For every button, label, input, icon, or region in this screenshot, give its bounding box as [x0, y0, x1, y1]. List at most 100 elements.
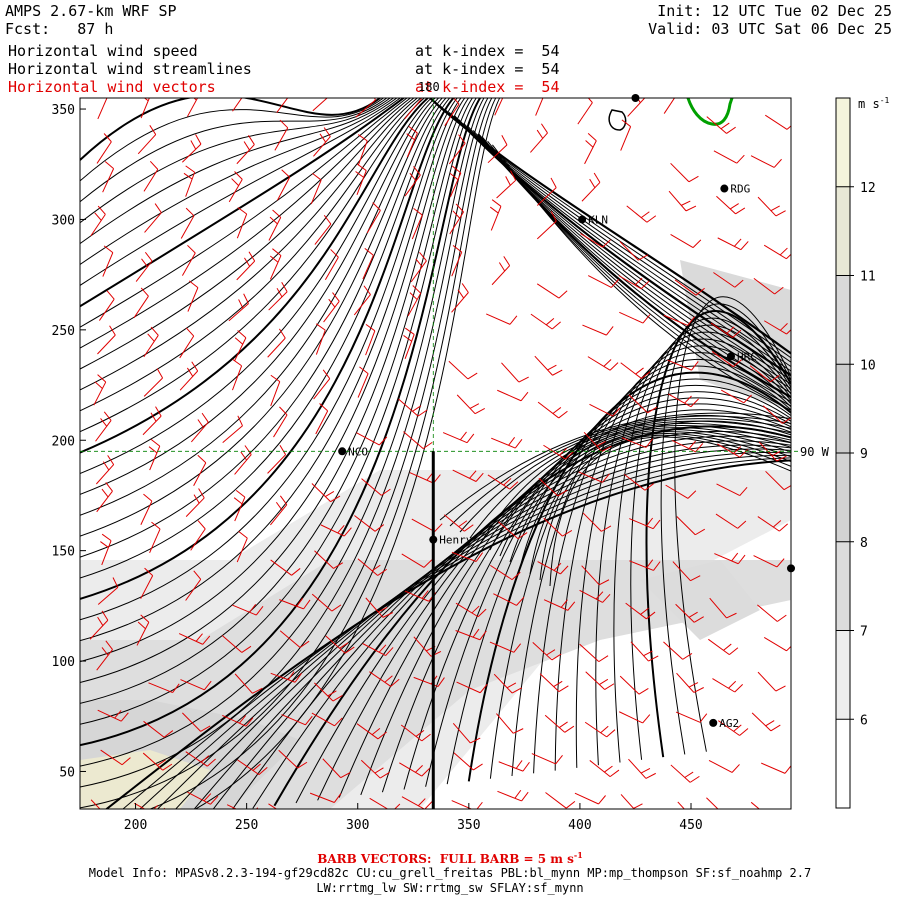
streamline-west	[80, 98, 398, 265]
field-speed-name: Horizontal wind speed	[8, 42, 198, 60]
barb-shaft	[190, 528, 206, 551]
wind-barb	[325, 635, 355, 654]
wind-barb	[717, 443, 748, 458]
barb-shaft	[491, 437, 516, 449]
valid-time: Valid: 03 UTC Sat 06 Dec 25	[648, 20, 892, 38]
barb-flag	[602, 473, 610, 483]
streamline-west	[80, 98, 395, 245]
wind-barb	[716, 195, 746, 215]
barb-flag	[97, 374, 107, 383]
barb-shaft	[361, 478, 382, 496]
barb-shaft	[185, 751, 208, 767]
streamline-south	[533, 352, 791, 774]
wind-barb	[179, 361, 199, 391]
wind-barb	[98, 290, 115, 321]
barb-shaft	[581, 182, 601, 202]
wind-barb	[585, 671, 615, 690]
barb-flag	[322, 369, 331, 379]
barb-flag	[237, 415, 243, 427]
barb-flag	[330, 495, 341, 503]
barb-shaft	[179, 370, 199, 391]
wind-barb	[97, 325, 116, 355]
wind-barb	[369, 797, 401, 809]
barb-flag	[279, 119, 289, 129]
barb-shaft	[498, 761, 524, 772]
barb-flag	[521, 791, 529, 802]
wind-barb	[589, 760, 620, 778]
wind-barb	[100, 749, 131, 766]
barb-shaft	[178, 633, 203, 645]
streamline-south	[554, 345, 791, 771]
barb-flag	[333, 793, 342, 803]
barb-shaft	[543, 517, 563, 537]
wind-barb	[717, 237, 749, 251]
x-tick-label: 400	[568, 818, 591, 833]
barb-shaft	[757, 604, 778, 622]
wind-barb	[538, 477, 568, 497]
streamline-west	[80, 98, 412, 349]
barb-shaft	[531, 753, 556, 765]
wind-barb	[270, 374, 281, 407]
barb-flag	[377, 731, 387, 740]
barb-flag	[558, 410, 568, 419]
barb-flag	[541, 98, 543, 99]
wind-barb	[309, 792, 342, 803]
barb-shaft	[708, 759, 733, 773]
streamline-north	[482, 137, 791, 403]
wind-barb	[531, 753, 563, 765]
barb-flag	[238, 299, 244, 309]
barb-flag	[642, 314, 651, 324]
barb-flag	[723, 643, 732, 651]
barb-flag	[417, 409, 428, 417]
wind-barb	[180, 679, 212, 691]
station-marker	[578, 215, 587, 224]
barb-flag	[206, 758, 216, 767]
barb-shaft	[324, 256, 339, 280]
barb-flag	[187, 244, 196, 254]
barb-shaft	[406, 132, 418, 158]
barb-flag	[634, 277, 643, 286]
barb-flag	[689, 775, 700, 783]
wind-barb	[717, 720, 749, 736]
barb-flag	[234, 337, 244, 345]
streamline-north	[477, 133, 791, 399]
barb-flag	[385, 647, 394, 656]
barb-shaft	[676, 672, 695, 693]
barb-flag	[109, 813, 119, 818]
streamline-central	[469, 420, 791, 539]
axes: 200 250 300 350 400 450 50 100 150 200 250 300 350	[52, 103, 703, 833]
barb-flag	[281, 169, 291, 178]
wind-barb	[544, 714, 575, 733]
streamline-west	[80, 98, 422, 412]
barb-flag	[560, 599, 568, 608]
barb-shaft	[236, 213, 248, 239]
barb-shaft	[267, 454, 286, 474]
wind-barb	[357, 134, 368, 166]
streamline-west	[80, 98, 474, 704]
barb-flag	[424, 800, 433, 809]
wind-barb	[452, 722, 481, 744]
barb-flag	[156, 368, 164, 379]
wind-barb	[630, 641, 659, 662]
barb-shaft	[314, 550, 334, 569]
barb-shaft	[663, 314, 688, 326]
streamline-west	[80, 98, 419, 391]
barb-flag	[516, 596, 525, 606]
y-tick-label: 250	[52, 324, 75, 339]
wind-barb	[455, 602, 487, 618]
barb-flag	[200, 725, 211, 732]
barb-flag	[186, 367, 194, 377]
reference-lines	[80, 98, 801, 809]
barb-flag	[249, 604, 257, 613]
barb-shaft	[760, 762, 786, 774]
barb-shaft	[356, 432, 380, 446]
barb-flag	[103, 411, 112, 421]
barb-flag	[695, 443, 704, 453]
barb-flag	[775, 210, 786, 217]
barb-flag	[147, 333, 155, 342]
barb-shaft	[353, 294, 371, 316]
wind-barb	[629, 559, 661, 571]
wind-barb	[313, 369, 331, 400]
barb-shaft	[228, 303, 249, 322]
barb-shaft	[269, 255, 282, 280]
